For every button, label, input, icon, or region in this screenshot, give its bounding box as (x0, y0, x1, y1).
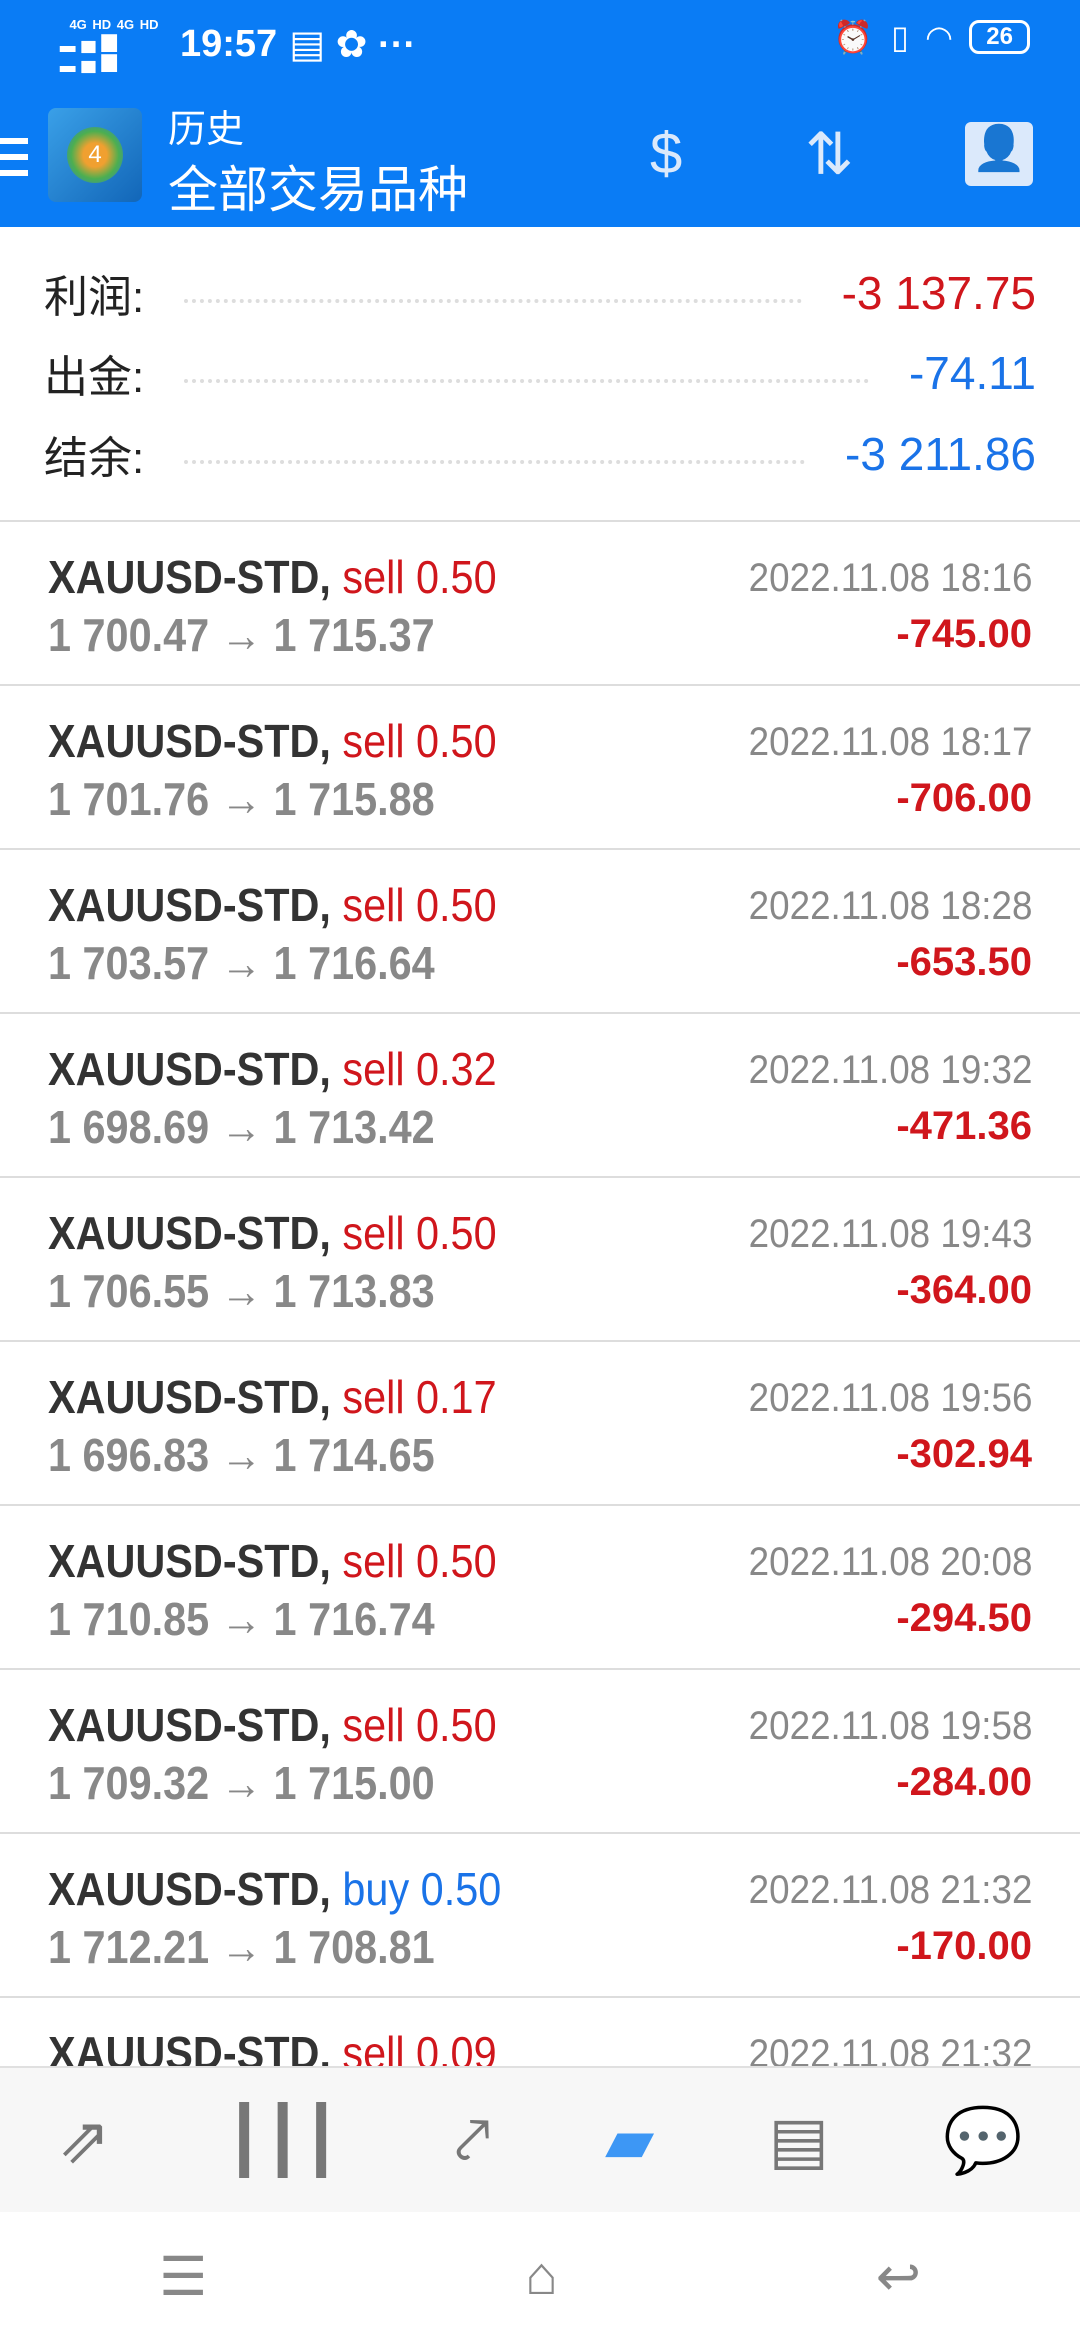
trade-row[interactable]: XAUUSD-STD, sell 0.50 1 709.32 → 1 715.0… (0, 1670, 1080, 1834)
signal-indicator: 4G HD 4G HD ▂▄▆ ▂▄▆ (60, 18, 168, 71)
trade-profit: -471.36 (896, 1104, 1032, 1148)
trade-row[interactable]: XAUUSD-STD, sell 0.50 1 706.55 → 1 713.8… (0, 1178, 1080, 1342)
trade-side: buy 0.50 (342, 1863, 502, 1915)
trade-prices: 1 706.55 → 1 713.83 (48, 1265, 435, 1317)
trade-row[interactable]: XAUUSD-STD, sell 0.50 1 703.57 → 1 716.6… (0, 850, 1080, 1014)
trade-date: 2022.11.08 18:17 (748, 720, 1032, 764)
trade-prices: 1 700.47 → 1 715.37 (48, 609, 435, 661)
wifi-icon: ◠ (926, 19, 952, 55)
trade-prices: 1 703.57 → 1 716.64 (48, 937, 435, 989)
signal-icon: ▂▄▆ ▂▄▆ (60, 30, 123, 72)
back-icon[interactable]: ↩ (875, 2246, 922, 2307)
trade-profit: -364.00 (896, 1268, 1032, 1312)
calendar-user-icon[interactable]: 👤 (965, 122, 1033, 186)
trade-date: 2022.11.08 19:58 (748, 1704, 1032, 1748)
clock: 19:57 (180, 23, 278, 65)
trade-date: 2022.11.08 19:32 (748, 1048, 1032, 1092)
summary-profit: 利润: -3 137.75 (44, 267, 1036, 322)
trade-symbol: XAUUSD-STD, sell 0.32 (48, 1043, 497, 1095)
trade-profit: -294.50 (896, 1596, 1032, 1640)
trade-symbol: XAUUSD-STD, sell 0.50 (48, 1207, 497, 1259)
trade-date: 2022.11.08 19:56 (748, 1376, 1032, 1420)
notification-icons: ▤ ✿ ··· (289, 24, 417, 66)
trade-prices: 1 712.21 → 1 708.81 (48, 1921, 435, 1973)
trade-date: 2022.11.08 18:16 (748, 556, 1032, 600)
summary-panel: 利润: -3 137.75 出金: -74.11 结余: -3 211.86 (0, 227, 1080, 522)
page-subtitle: 历史 (168, 109, 245, 151)
trade-side: sell 0.50 (342, 1207, 497, 1259)
trade-side: sell 0.50 (342, 879, 497, 931)
trade-row[interactable]: XAUUSD-STD, sell 0.32 1 698.69 → 1 713.4… (0, 1014, 1080, 1178)
trade-profit: -653.50 (896, 940, 1032, 984)
trade-date: 2022.11.08 20:08 (748, 1540, 1032, 1584)
trade-prices: 1 709.32 → 1 715.00 (48, 1757, 435, 1809)
summary-balance: 结余: -3 211.86 (44, 428, 1036, 483)
trade-prices: 1 696.83 → 1 714.65 (48, 1429, 435, 1481)
trade-symbol: XAUUSD-STD, sell 0.17 (48, 1371, 497, 1423)
trade-date: 2022.11.08 18:28 (748, 884, 1032, 928)
chart-candles-icon[interactable]: ┃┃┃ (224, 2103, 341, 2176)
trade-date: 2022.11.08 21:32 (748, 1868, 1032, 1912)
trade-profit: -170.00 (896, 1924, 1032, 1968)
symbol-filter[interactable]: 全部交易品种 (168, 162, 468, 218)
chat-icon[interactable]: 💬 (943, 2103, 1023, 2176)
system-nav: ☰ ⌂ ↩ (0, 2212, 1080, 2340)
sort-icon[interactable]: ⇅ (805, 122, 854, 187)
trade-symbol: XAUUSD-STD, sell 0.50 (48, 715, 497, 767)
trade-side: sell 0.50 (342, 551, 497, 603)
trade-side: sell 0.50 (342, 1535, 497, 1587)
trade-side: sell 0.50 (342, 1699, 497, 1751)
trade-symbol: XAUUSD-STD, sell 0.50 (48, 879, 497, 931)
trade-side: sell 0.50 (342, 715, 497, 767)
trade-row[interactable]: XAUUSD-STD, sell 0.17 1 696.83 → 1 714.6… (0, 1342, 1080, 1506)
trade-symbol: XAUUSD-STD, buy 0.50 (48, 1863, 502, 1915)
trade-prices: 1 698.69 → 1 713.42 (48, 1101, 435, 1153)
trade-profit: -284.00 (896, 1760, 1032, 1804)
history-inbox-icon[interactable]: ▰ (605, 2103, 655, 2176)
app-header: 4 历史 全部交易品种 $ ⇅ 👤 (0, 80, 1080, 227)
trade-row[interactable]: XAUUSD-STD, sell 0.50 1 700.47 → 1 715.3… (0, 522, 1080, 686)
news-icon[interactable]: ▤ (768, 2103, 829, 2176)
recent-apps-icon[interactable]: ☰ (158, 2246, 208, 2307)
vibrate-icon: ▯ (891, 19, 909, 55)
trade-prices: 1 710.85 → 1 716.74 (48, 1593, 435, 1645)
bottom-nav: ⇗ ┃┃┃ ⤤ ▰ ▤ 💬 (0, 2066, 1080, 2212)
trade-side: sell 0.32 (342, 1043, 497, 1095)
summary-withdrawal: 出金: -74.11 (44, 347, 1036, 402)
app-logo: 4 (48, 108, 142, 202)
trade-row[interactable]: XAUUSD-STD, sell 0.50 1 701.76 → 1 715.8… (0, 686, 1080, 850)
alarm-icon: ⏰ (833, 19, 874, 55)
trade-symbol: XAUUSD-STD, sell 0.50 (48, 1535, 497, 1587)
quotes-icon[interactable]: ⇗ (57, 2103, 111, 2176)
trade-symbol: XAUUSD-STD, sell 0.50 (48, 1699, 497, 1751)
trade-profit: -706.00 (896, 776, 1032, 820)
trade-profit: -745.00 (896, 612, 1032, 656)
trade-prices: 1 701.76 → 1 715.88 (48, 773, 435, 825)
trade-row[interactable]: XAUUSD-STD, buy 0.50 1 712.21 → 1 708.81… (0, 1834, 1080, 1998)
signal-label: 4G HD 4G HD (69, 17, 159, 32)
status-bar: 4G HD 4G HD ▂▄▆ ▂▄▆ 19:57 ▤ ✿ ··· ⏰ ▯ ◠ 26 (0, 0, 1080, 80)
trade-side: sell 0.17 (342, 1371, 497, 1423)
home-icon[interactable]: ⌂ (525, 2246, 558, 2306)
trade-icon[interactable]: ⤤ (454, 2103, 491, 2176)
currency-exchange-icon[interactable]: $ (650, 121, 683, 186)
menu-icon[interactable] (0, 138, 28, 186)
battery-icon: 26 (969, 20, 1030, 54)
trade-row[interactable]: XAUUSD-STD, sell 0.50 1 710.85 → 1 716.7… (0, 1506, 1080, 1670)
trade-symbol: XAUUSD-STD, sell 0.50 (48, 551, 497, 603)
trade-date: 2022.11.08 19:43 (748, 1212, 1032, 1256)
trade-profit: -302.94 (896, 1432, 1032, 1476)
